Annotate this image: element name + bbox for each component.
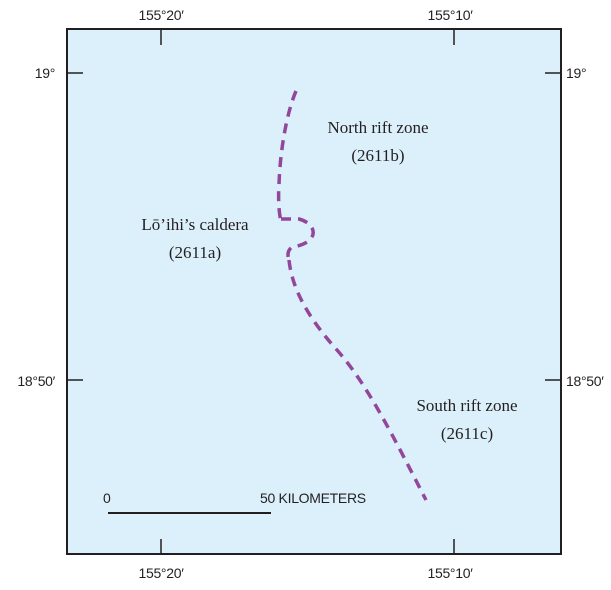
lat-label-right-south: 18°50′ (566, 373, 604, 389)
scale-bar-start-label: 0 (103, 490, 111, 506)
caldera-outline (281, 217, 315, 261)
caldera-id: (2611a) (169, 243, 221, 262)
south-rift-zone-label: South rift zone (416, 396, 517, 415)
lon-label-bottom-west: 155°20′ (138, 565, 184, 581)
lon-label-bottom-east: 155°10′ (427, 565, 473, 581)
scale-bar-end-label: 50 KILOMETERS (260, 490, 366, 506)
lon-label-top-west: 155°20′ (138, 7, 184, 23)
lat-label-left-north: 19° (35, 65, 55, 81)
lat-label-left-south: 18°50′ (17, 373, 55, 389)
south-rift-zone-id: (2611c) (441, 424, 493, 443)
north-rift-zone-id: (2611b) (351, 146, 404, 165)
south-rift-zone-line (287, 259, 428, 501)
map-frame (66, 28, 562, 555)
lon-label-top-east: 155°10′ (427, 7, 473, 23)
north-rift-zone-line (276, 90, 298, 223)
caldera-label: Lō’ihi’s caldera (141, 215, 249, 234)
north-rift-zone-label: North rift zone (327, 118, 428, 137)
lat-label-right-north: 19° (566, 65, 586, 81)
